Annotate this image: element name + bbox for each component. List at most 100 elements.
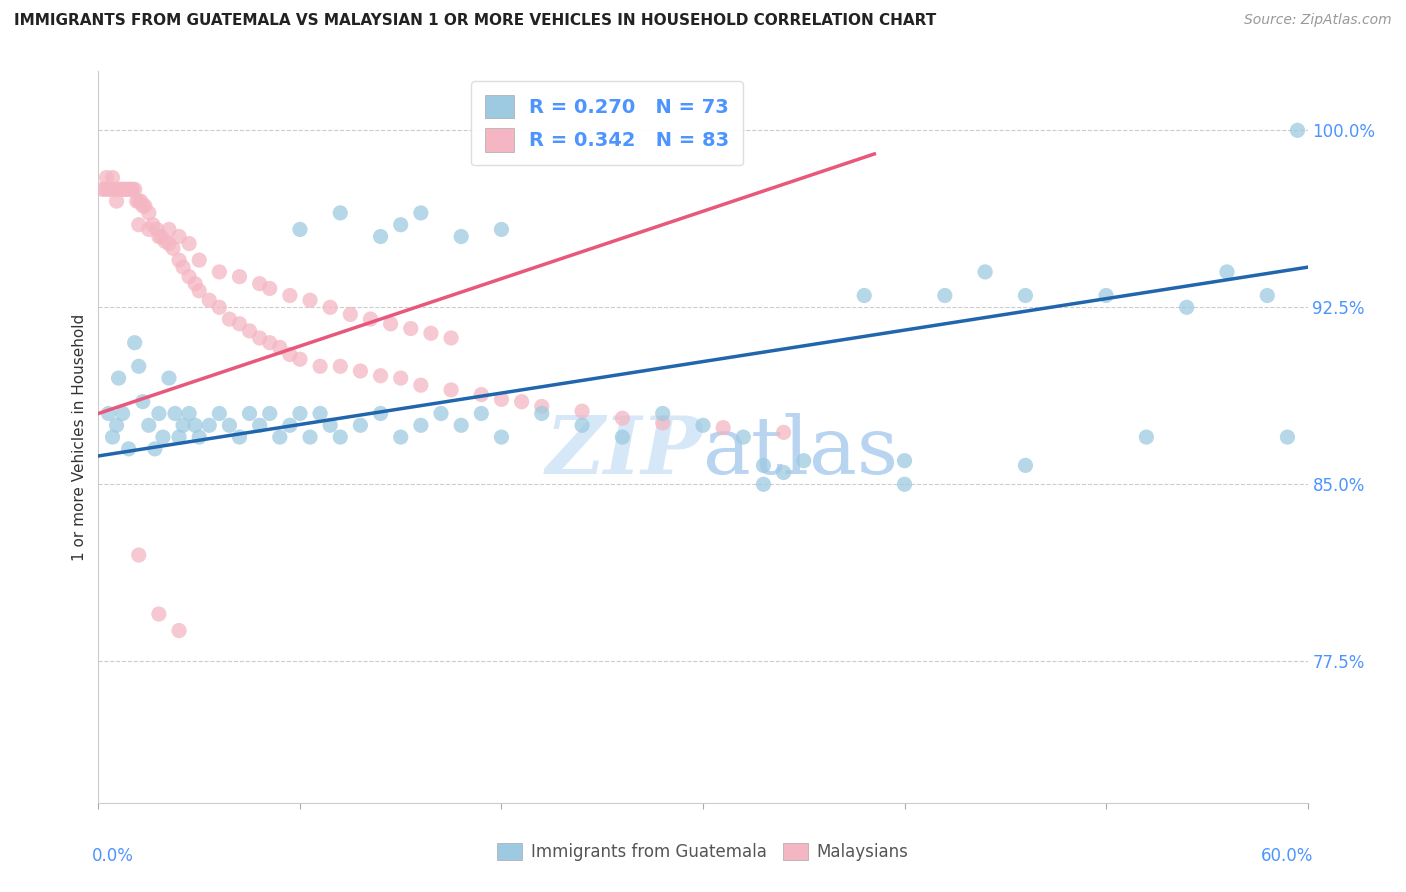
- Point: [893, 453, 915, 467]
- Point: [124, 182, 146, 196]
- Point: [142, 218, 165, 232]
- Point: [772, 425, 794, 440]
- Point: [1014, 288, 1036, 302]
- Point: [114, 182, 136, 196]
- Legend: Immigrants from Guatemala, Malaysians: Immigrants from Guatemala, Malaysians: [491, 836, 915, 868]
- Point: [651, 416, 673, 430]
- Point: [278, 418, 301, 433]
- Point: [1175, 301, 1198, 315]
- Point: [97, 407, 120, 421]
- Point: [148, 407, 170, 421]
- Point: [440, 331, 463, 345]
- Point: [107, 371, 129, 385]
- Point: [288, 352, 311, 367]
- Point: [157, 371, 180, 385]
- Point: [128, 548, 150, 562]
- Point: [389, 430, 412, 444]
- Point: [228, 269, 250, 284]
- Point: [259, 335, 281, 350]
- Point: [510, 394, 533, 409]
- Point: [188, 253, 211, 268]
- Point: [1277, 430, 1299, 444]
- Point: [132, 199, 155, 213]
- Point: [530, 407, 553, 421]
- Point: [399, 321, 422, 335]
- Point: [571, 404, 593, 418]
- Point: [111, 182, 134, 196]
- Point: [93, 182, 115, 196]
- Point: [101, 430, 124, 444]
- Point: [389, 371, 412, 385]
- Point: [450, 229, 472, 244]
- Point: [239, 324, 262, 338]
- Point: [198, 293, 221, 308]
- Point: [218, 418, 240, 433]
- Point: [157, 236, 180, 251]
- Point: [198, 418, 221, 433]
- Point: [440, 383, 463, 397]
- Point: [228, 430, 250, 444]
- Text: 0.0%: 0.0%: [93, 847, 134, 864]
- Point: [118, 182, 141, 196]
- Point: [162, 241, 184, 255]
- Text: Source: ZipAtlas.com: Source: ZipAtlas.com: [1244, 13, 1392, 28]
- Point: [105, 194, 128, 208]
- Text: atlas: atlas: [703, 413, 898, 491]
- Point: [1014, 458, 1036, 473]
- Point: [167, 253, 190, 268]
- Text: IMMIGRANTS FROM GUATEMALA VS MALAYSIAN 1 OR MORE VEHICLES IN HOUSEHOLD CORRELATI: IMMIGRANTS FROM GUATEMALA VS MALAYSIAN 1…: [14, 13, 936, 29]
- Point: [339, 307, 361, 321]
- Point: [179, 407, 201, 421]
- Point: [91, 182, 114, 196]
- Point: [188, 430, 211, 444]
- Point: [299, 430, 322, 444]
- Point: [124, 335, 146, 350]
- Point: [450, 418, 472, 433]
- Point: [138, 418, 160, 433]
- Point: [278, 288, 301, 302]
- Point: [420, 326, 443, 341]
- Point: [409, 378, 432, 392]
- Point: [612, 430, 634, 444]
- Point: [125, 194, 148, 208]
- Point: [167, 430, 190, 444]
- Text: 60.0%: 60.0%: [1261, 847, 1313, 864]
- Point: [409, 418, 432, 433]
- Point: [430, 407, 453, 421]
- Point: [793, 453, 815, 467]
- Point: [1286, 123, 1309, 137]
- Point: [733, 430, 755, 444]
- Point: [309, 359, 332, 374]
- Point: [329, 430, 352, 444]
- Point: [1135, 430, 1157, 444]
- Point: [299, 293, 322, 308]
- Point: [349, 418, 371, 433]
- Point: [97, 182, 120, 196]
- Point: [118, 442, 141, 456]
- Point: [134, 199, 156, 213]
- Point: [120, 182, 142, 196]
- Point: [329, 359, 352, 374]
- Point: [249, 418, 271, 433]
- Point: [491, 222, 513, 236]
- Point: [309, 407, 332, 421]
- Point: [179, 269, 201, 284]
- Point: [115, 182, 138, 196]
- Point: [470, 387, 492, 401]
- Point: [259, 281, 281, 295]
- Point: [105, 418, 128, 433]
- Point: [772, 466, 794, 480]
- Point: [571, 418, 593, 433]
- Point: [110, 182, 132, 196]
- Point: [349, 364, 371, 378]
- Point: [107, 182, 129, 196]
- Point: [101, 170, 124, 185]
- Point: [129, 194, 152, 208]
- Point: [974, 265, 997, 279]
- Point: [208, 265, 231, 279]
- Point: [1095, 288, 1118, 302]
- Point: [208, 301, 231, 315]
- Point: [179, 236, 201, 251]
- Point: [218, 312, 240, 326]
- Y-axis label: 1 or more Vehicles in Household: 1 or more Vehicles in Household: [72, 313, 87, 561]
